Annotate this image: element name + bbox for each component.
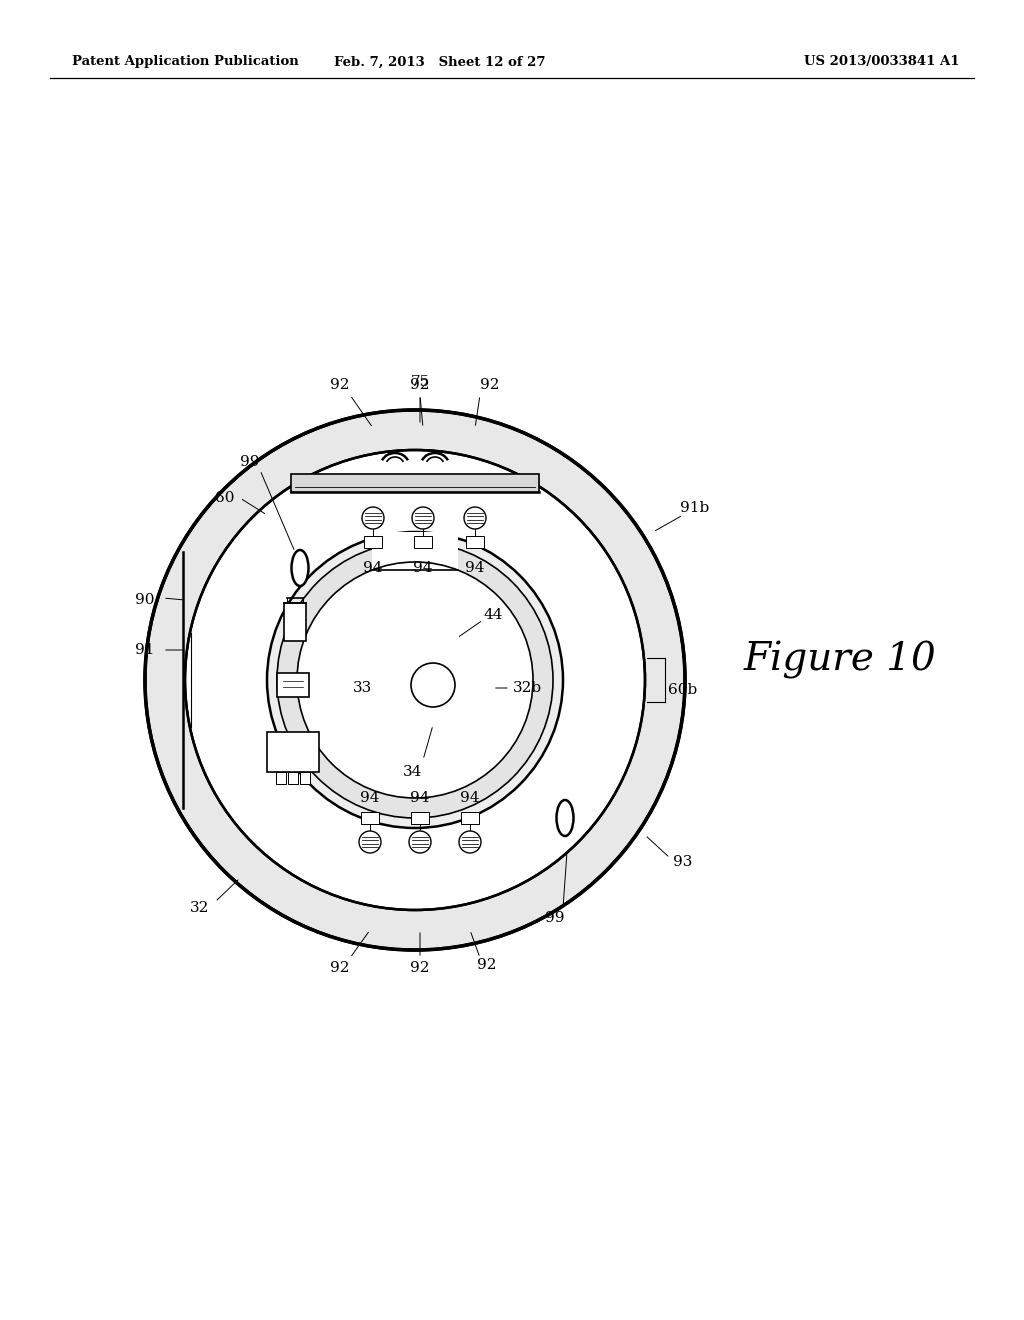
Text: 92: 92 <box>331 378 350 392</box>
Text: 90: 90 <box>135 593 155 607</box>
Text: 94: 94 <box>364 561 383 576</box>
Circle shape <box>464 507 486 529</box>
Ellipse shape <box>292 550 308 586</box>
Text: 99: 99 <box>241 455 260 469</box>
Text: Patent Application Publication: Patent Application Publication <box>72 55 299 69</box>
Wedge shape <box>147 412 683 948</box>
Bar <box>278 673 309 697</box>
Bar <box>373 532 458 570</box>
Bar <box>414 536 432 548</box>
Text: 93: 93 <box>674 855 692 869</box>
Text: 44: 44 <box>483 609 503 622</box>
Text: 92: 92 <box>411 378 430 392</box>
Text: 94: 94 <box>411 791 430 805</box>
Bar <box>411 812 429 824</box>
Text: 33: 33 <box>353 681 373 696</box>
Text: 94: 94 <box>460 791 480 805</box>
Circle shape <box>185 450 645 909</box>
Text: 32: 32 <box>190 902 210 915</box>
Circle shape <box>278 543 553 818</box>
Bar <box>466 536 484 548</box>
Bar <box>284 603 306 642</box>
Ellipse shape <box>556 800 573 836</box>
Circle shape <box>145 411 685 950</box>
Bar <box>361 812 379 824</box>
Text: Feb. 7, 2013   Sheet 12 of 27: Feb. 7, 2013 Sheet 12 of 27 <box>334 55 546 69</box>
Bar <box>461 812 479 824</box>
Bar <box>267 733 319 772</box>
Text: Figure 10: Figure 10 <box>743 642 936 678</box>
Text: 92: 92 <box>411 961 430 975</box>
Bar <box>300 772 310 784</box>
Text: 75: 75 <box>411 375 430 389</box>
Text: 60: 60 <box>215 491 234 506</box>
Text: 94: 94 <box>414 561 433 576</box>
Text: 94: 94 <box>465 561 484 576</box>
Circle shape <box>459 832 481 853</box>
Circle shape <box>297 562 534 799</box>
Text: 99: 99 <box>545 911 565 925</box>
Bar <box>291 474 540 492</box>
Circle shape <box>359 832 381 853</box>
Bar <box>364 536 382 548</box>
Circle shape <box>409 832 431 853</box>
Text: 92: 92 <box>477 958 497 972</box>
Bar <box>276 772 286 784</box>
Text: 91b: 91b <box>680 502 710 515</box>
Circle shape <box>362 507 384 529</box>
Bar <box>288 772 298 784</box>
Text: US 2013/0033841 A1: US 2013/0033841 A1 <box>805 55 961 69</box>
Text: 94: 94 <box>360 791 380 805</box>
Circle shape <box>267 532 563 828</box>
Text: 91: 91 <box>135 643 155 657</box>
Circle shape <box>412 507 434 529</box>
Text: 34: 34 <box>403 766 423 779</box>
Text: 32b: 32b <box>512 681 542 696</box>
Text: 60b: 60b <box>669 682 697 697</box>
Text: 92: 92 <box>331 961 350 975</box>
Text: 92: 92 <box>480 378 500 392</box>
